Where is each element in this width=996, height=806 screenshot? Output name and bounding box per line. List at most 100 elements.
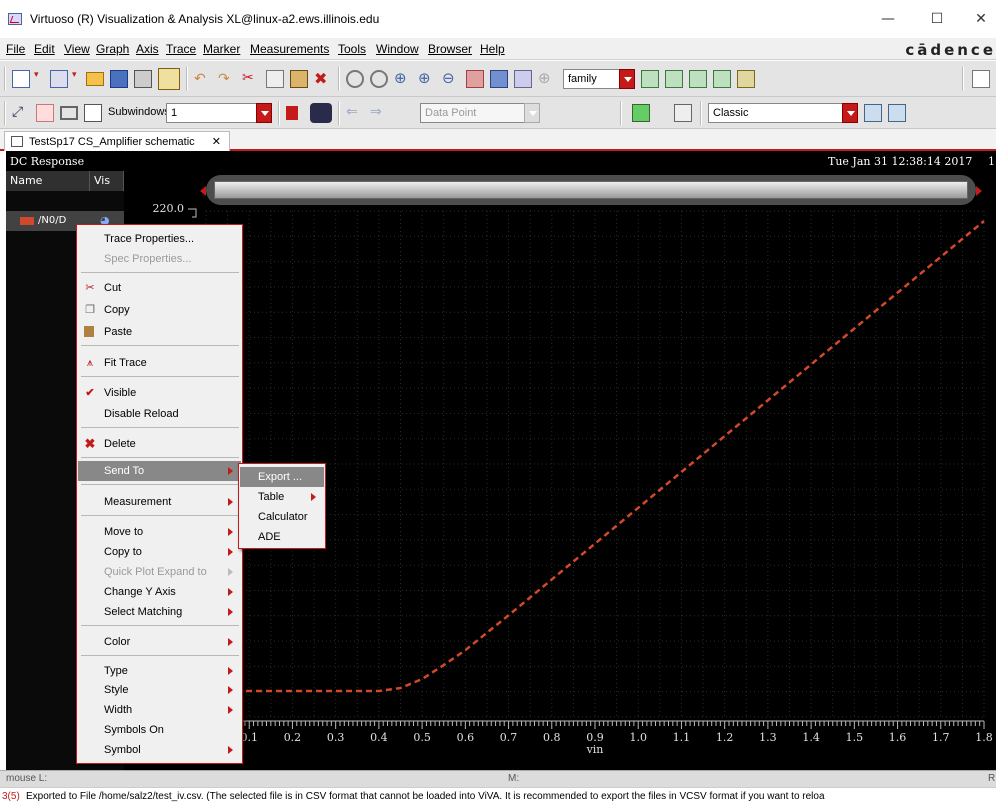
family-tool-2-icon[interactable] xyxy=(665,70,683,88)
fit-icon[interactable] xyxy=(466,70,484,88)
submenu-export[interactable]: Export ... xyxy=(240,467,324,487)
dropdown-arrow-icon[interactable]: ▾ xyxy=(72,70,77,80)
layout-icon[interactable] xyxy=(864,104,882,122)
menu-marker[interactable]: Marker xyxy=(203,42,241,56)
new-window-icon[interactable] xyxy=(12,70,30,88)
menu-select-matching[interactable]: Select Matching xyxy=(78,602,241,622)
histogram-icon[interactable] xyxy=(632,104,650,122)
menu-measurements[interactable]: Measurements xyxy=(250,42,330,56)
zoom-icon[interactable]: ⊕ xyxy=(394,69,407,87)
copy-icon[interactable] xyxy=(266,70,284,88)
submenu-arrow-icon xyxy=(228,498,233,506)
delete-icon[interactable]: ✖ xyxy=(314,69,328,88)
paste-icon[interactable] xyxy=(290,70,308,88)
family-tool-1-icon[interactable] xyxy=(641,70,659,88)
menu-disable-reload[interactable]: Disable Reload xyxy=(104,408,179,420)
marker-tool-icon[interactable]: ⤢ xyxy=(12,104,24,120)
new-subwindow-icon[interactable] xyxy=(50,70,68,88)
undo-icon[interactable]: ↶ xyxy=(194,71,206,87)
zoom-disabled-icon: ⊕ xyxy=(538,69,551,87)
strip-icon[interactable] xyxy=(60,106,78,120)
main-toolbar: ▾ ▾ ↶ ↷ ✂ ✖ ⊕ ⊕ ⊖ ⊕ family xyxy=(0,61,996,97)
zoom-in-icon[interactable]: ⊕ xyxy=(418,69,431,87)
tab-close-icon[interactable]: ✕ xyxy=(211,136,221,148)
chevron-down-icon[interactable] xyxy=(256,103,272,123)
menu-window[interactable]: Window xyxy=(376,42,419,56)
submenu-arrow-icon xyxy=(228,588,233,596)
maximize-button[interactable]: ☐ xyxy=(930,11,944,27)
redo-icon[interactable]: ↷ xyxy=(218,71,230,87)
circle-tool-2-icon[interactable] xyxy=(370,70,388,88)
menu-color[interactable]: Color xyxy=(78,632,241,652)
scroll-left-icon[interactable] xyxy=(200,186,206,196)
bar-chart-icon[interactable] xyxy=(286,106,298,120)
menu-trace-properties[interactable]: Trace Properties... xyxy=(104,233,195,245)
menu-type[interactable]: Type xyxy=(78,661,241,681)
cut-icon[interactable]: ✂ xyxy=(242,70,254,86)
menu-copy[interactable]: ❐ Copy xyxy=(85,304,130,316)
chevron-down-icon[interactable] xyxy=(619,69,635,89)
plot-header: DC Response Tue Jan 31 12:38:14 2017 1 xyxy=(6,151,996,171)
family-tool-4-icon[interactable] xyxy=(713,70,731,88)
trace-line-n0-d[interactable] xyxy=(206,220,985,693)
menu-symbols-on[interactable]: Symbols On xyxy=(104,724,164,736)
menu-change-y-axis[interactable]: Change Y Axis xyxy=(78,582,241,602)
zoom-box-icon[interactable] xyxy=(490,70,508,88)
submenu-ade[interactable]: ADE xyxy=(258,531,281,543)
scrollbar-thumb[interactable] xyxy=(214,181,968,199)
menu-browser[interactable]: Browser xyxy=(428,42,473,56)
menu-trace[interactable]: Trace xyxy=(166,42,197,56)
menu-move-to[interactable]: Move to xyxy=(78,522,241,542)
close-window-button[interactable]: ✕ xyxy=(975,11,987,27)
menu-view[interactable]: View xyxy=(64,42,90,56)
menu-visible[interactable]: ✔ Visible xyxy=(85,387,137,399)
pan-icon[interactable] xyxy=(514,70,532,88)
save-icon[interactable] xyxy=(110,70,128,88)
menu-delete[interactable]: ✖ Delete xyxy=(84,436,136,451)
strip-chart-icon[interactable] xyxy=(310,103,332,123)
family-combo[interactable]: family xyxy=(563,69,635,89)
submenu-calculator[interactable]: Calculator xyxy=(258,511,308,523)
submenu-arrow-icon xyxy=(228,467,233,475)
minimize-button[interactable]: — xyxy=(881,11,895,27)
menu-tools[interactable]: Tools xyxy=(338,42,367,56)
calculator-icon[interactable] xyxy=(674,104,692,122)
plot-timestamp-trunc: 1 xyxy=(988,155,995,168)
chevron-down-icon[interactable] xyxy=(842,103,858,123)
family-tool-3-icon[interactable] xyxy=(689,70,707,88)
classic-combo[interactable]: Classic xyxy=(708,103,858,123)
menu-file[interactable]: File xyxy=(6,42,26,56)
layout-2-icon[interactable] xyxy=(888,104,906,122)
family-tool-5-icon[interactable] xyxy=(737,70,755,88)
menu-graph[interactable]: Graph xyxy=(96,42,130,56)
scroll-right-icon[interactable] xyxy=(976,186,982,196)
grid-icon[interactable] xyxy=(972,70,990,88)
menu-width[interactable]: Width xyxy=(78,700,241,720)
menu-send-to[interactable]: Send To xyxy=(78,461,241,481)
forward-arrow-icon: ⇒ xyxy=(370,104,382,120)
menu-fit-trace[interactable]: ⩚ Fit Trace xyxy=(78,353,241,373)
print-icon[interactable] xyxy=(134,70,152,88)
tab-schematic[interactable]: TestSp17 CS_Amplifier schematic ✕ xyxy=(4,131,230,151)
menu-style[interactable]: Style xyxy=(78,680,241,700)
menu-symbol[interactable]: Symbol xyxy=(78,740,241,760)
vis-column-header[interactable]: Vis xyxy=(90,171,124,191)
menu-axis[interactable]: Axis xyxy=(136,42,159,56)
open-folder-icon[interactable] xyxy=(86,72,104,86)
menu-edit[interactable]: Edit xyxy=(34,42,55,56)
name-column-header[interactable]: Name xyxy=(6,171,90,191)
subwindows-combo[interactable]: 1 xyxy=(166,103,272,123)
menu-copy-to[interactable]: Copy to xyxy=(78,542,241,562)
submenu-table[interactable]: Table xyxy=(240,487,324,507)
annotation-icon[interactable] xyxy=(36,104,54,122)
menu-help[interactable]: Help xyxy=(480,42,505,56)
circle-tool-icon[interactable] xyxy=(346,70,364,88)
menu-measurement[interactable]: Measurement xyxy=(78,492,241,512)
dropdown-arrow-icon[interactable]: ▾ xyxy=(34,70,39,80)
zoom-out-icon[interactable]: ⊖ xyxy=(442,69,455,87)
visibility-eye-icon[interactable]: ◕ xyxy=(100,214,110,227)
horizontal-scrollbar[interactable] xyxy=(200,175,982,205)
graph-icon[interactable] xyxy=(158,68,180,90)
menu-cut[interactable]: ✂ Cut xyxy=(85,282,122,294)
menu-paste[interactable]: Paste xyxy=(78,322,241,342)
